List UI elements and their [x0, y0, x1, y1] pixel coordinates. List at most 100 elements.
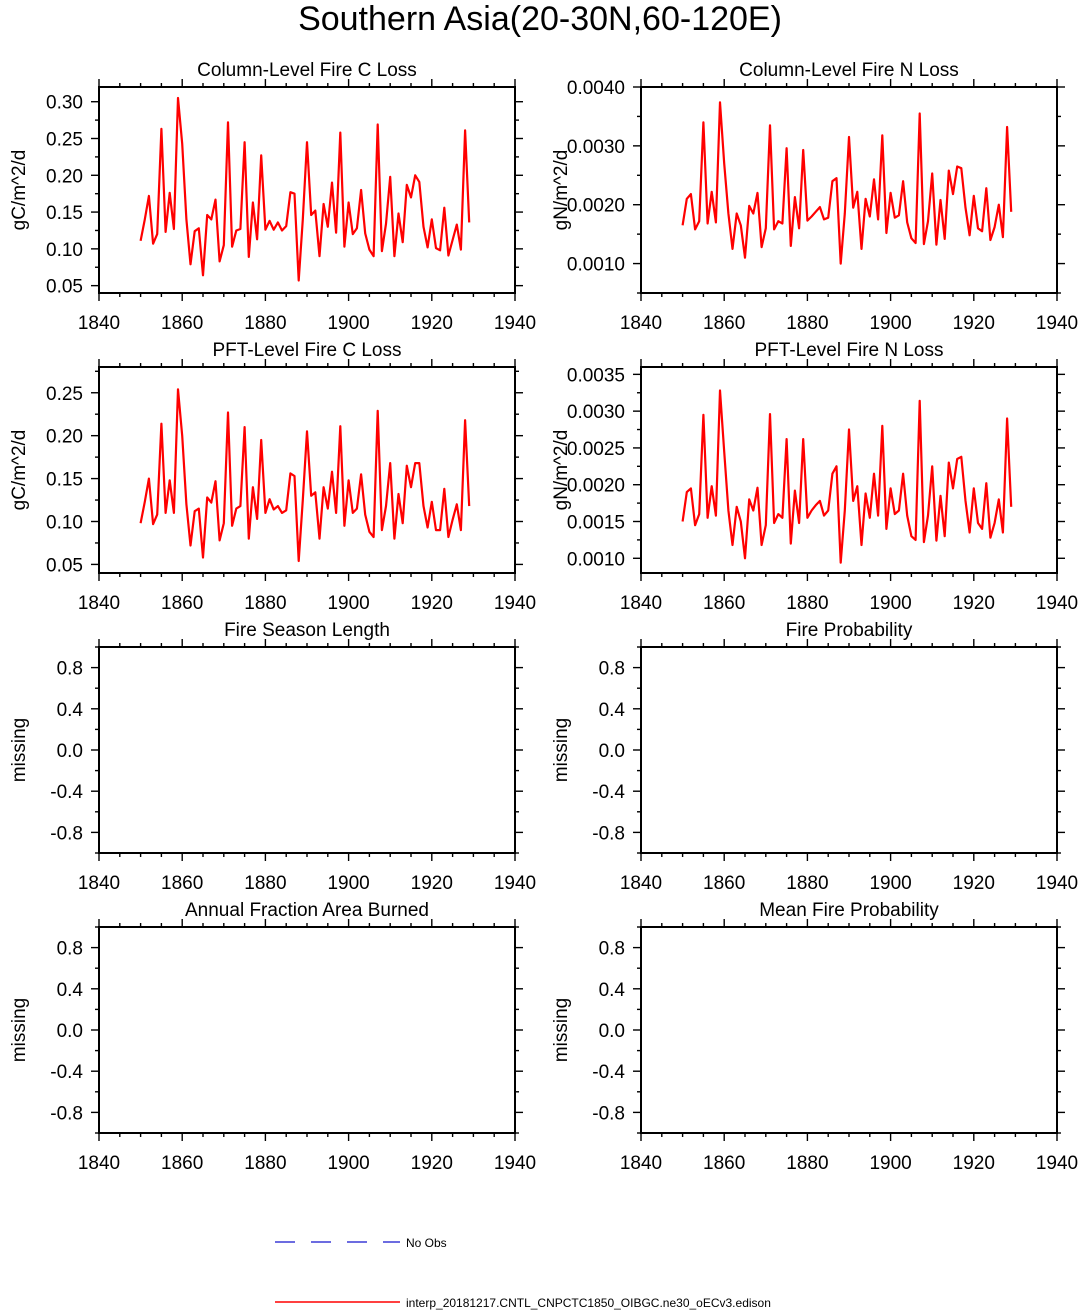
- legend: No Obs interp_20181217.CNTL_CNPCTC1850_OI…: [275, 1236, 771, 1310]
- x-tick-label: 1900: [869, 873, 911, 894]
- y-tick-label: 0.4: [599, 980, 626, 1001]
- x-tick-label: 1860: [703, 313, 745, 334]
- series-line: [139, 96, 471, 282]
- y-tick-label: 0.4: [57, 980, 84, 1001]
- plot-frame: [98, 86, 516, 294]
- x-tick-label: 1940: [494, 873, 536, 894]
- y-tick-label: 0.25: [46, 384, 83, 405]
- x-tick-label: 1880: [786, 593, 828, 614]
- x-tick-label: 1920: [953, 593, 995, 614]
- y-tick-label: 0.30: [46, 93, 83, 114]
- y-axis-label: gN/m^2/d: [551, 150, 572, 231]
- chart-panel: 1840 1860 1880 1900 1920 1940 0.0010 0.0020 0.00…: [551, 60, 1078, 334]
- x-tick-label: 1860: [161, 1153, 203, 1174]
- y-tick-label: -0.4: [592, 1062, 625, 1083]
- panel-title: Column-Level Fire N Loss: [739, 60, 959, 81]
- y-tick-label: -0.8: [592, 823, 625, 844]
- plot-frame: [98, 366, 516, 574]
- chart-panel: 1840 1860 1880 1900 1920 1940 0.05 0.10 0.15 0.20…: [9, 60, 536, 334]
- y-tick-label: -0.8: [592, 1103, 625, 1124]
- y-tick-label: 0.0: [57, 1021, 83, 1042]
- y-tick-label: 0.0025: [567, 439, 625, 460]
- y-tick-label: -0.4: [50, 1062, 83, 1083]
- chart-panels: 1840 1860 1880 1900 1920 1940 0.05 0.10 0.15 0.20…: [9, 60, 1078, 1174]
- y-tick-label: 0.0015: [567, 513, 625, 534]
- plot-frame: [640, 646, 1058, 854]
- y-tick-label: 0.20: [46, 166, 83, 187]
- y-tick-label: 0.0035: [567, 365, 625, 386]
- x-tick-label: 1860: [161, 873, 203, 894]
- y-tick-label: 0.0010: [567, 549, 625, 570]
- y-tick-label: 0.4: [57, 700, 84, 721]
- y-tick-label: 0.8: [57, 939, 83, 960]
- series-line: [681, 389, 1013, 564]
- x-tick-label: 1940: [1036, 873, 1078, 894]
- x-tick-label: 1880: [786, 873, 828, 894]
- x-tick-label: 1940: [1036, 313, 1078, 334]
- x-tick-label: 1860: [161, 313, 203, 334]
- y-tick-label: -0.4: [592, 782, 625, 803]
- plot-frame: [98, 646, 516, 854]
- x-tick-label: 1840: [620, 873, 662, 894]
- x-tick-label: 1920: [411, 593, 453, 614]
- x-tick-label: 1920: [953, 1153, 995, 1174]
- x-tick-label: 1940: [1036, 1153, 1078, 1174]
- x-tick-label: 1840: [78, 313, 120, 334]
- y-tick-label: 0.15: [46, 470, 83, 491]
- chart-panel: 1840 1860 1880 1900 1920 1940 0.8 0.4 0.0 -0.4 -0.…: [551, 620, 1078, 894]
- x-tick-label: 1900: [869, 593, 911, 614]
- x-tick-label: 1900: [869, 1153, 911, 1174]
- x-tick-label: 1880: [244, 313, 286, 334]
- x-tick-label: 1940: [1036, 593, 1078, 614]
- y-axis-label: missing: [551, 718, 572, 782]
- x-tick-label: 1940: [494, 593, 536, 614]
- series-line: [681, 101, 1013, 265]
- x-tick-label: 1860: [703, 873, 745, 894]
- x-tick-label: 1880: [786, 313, 828, 334]
- x-tick-label: 1840: [620, 593, 662, 614]
- y-tick-label: 0.25: [46, 130, 83, 151]
- figure-title: Southern Asia(20-30N,60-120E): [298, 0, 782, 38]
- y-tick-label: 0.8: [599, 659, 625, 680]
- y-tick-label: 0.05: [46, 277, 83, 298]
- x-tick-label: 1840: [78, 593, 120, 614]
- y-tick-label: 0.4: [599, 700, 626, 721]
- x-tick-label: 1900: [327, 873, 369, 894]
- series-line: [139, 388, 471, 563]
- panel-title: Fire Season Length: [224, 620, 390, 641]
- y-axis-label: missing: [9, 998, 30, 1062]
- y-tick-label: 0.0: [599, 1021, 625, 1042]
- chart-panel: 1840 1860 1880 1900 1920 1940 0.8 0.4 0.0 -0.4 -0.…: [551, 900, 1078, 1174]
- x-tick-label: 1840: [620, 1153, 662, 1174]
- y-tick-label: 0.0010: [567, 255, 625, 276]
- x-tick-label: 1900: [327, 313, 369, 334]
- x-tick-label: 1840: [620, 313, 662, 334]
- y-tick-label: 0.20: [46, 427, 83, 448]
- x-tick-label: 1920: [953, 313, 995, 334]
- x-tick-label: 1900: [327, 593, 369, 614]
- chart-panel: 1840 1860 1880 1900 1920 1940 0.8 0.4 0.0 -0.4 -0.…: [9, 900, 536, 1174]
- legend-label-model: interp_20181217.CNTL_CNPCTC1850_OIBGC.ne…: [406, 1296, 771, 1310]
- y-tick-label: 0.10: [46, 240, 83, 261]
- chart-panel: 1840 1860 1880 1900 1920 1940 0.0010 0.0015 0.00…: [551, 340, 1078, 614]
- y-tick-label: 0.8: [57, 659, 83, 680]
- panel-title: PFT-Level Fire N Loss: [755, 340, 944, 361]
- x-tick-label: 1860: [703, 593, 745, 614]
- y-axis-label: gC/m^2/d: [9, 430, 30, 511]
- y-tick-label: 0.0030: [567, 137, 625, 158]
- y-axis-label: gC/m^2/d: [9, 150, 30, 231]
- y-tick-label: -0.4: [50, 782, 83, 803]
- x-tick-label: 1900: [327, 1153, 369, 1174]
- x-tick-label: 1920: [953, 873, 995, 894]
- plot-frame: [640, 366, 1058, 574]
- y-tick-label: 0.8: [599, 939, 625, 960]
- y-tick-label: 0.15: [46, 203, 83, 224]
- panel-title: Mean Fire Probability: [759, 900, 939, 921]
- y-tick-label: 0.0030: [567, 402, 625, 423]
- x-tick-label: 1860: [703, 1153, 745, 1174]
- y-tick-label: 0.10: [46, 513, 83, 534]
- x-tick-label: 1860: [161, 593, 203, 614]
- y-tick-label: 0.0020: [567, 196, 625, 217]
- x-tick-label: 1840: [78, 1153, 120, 1174]
